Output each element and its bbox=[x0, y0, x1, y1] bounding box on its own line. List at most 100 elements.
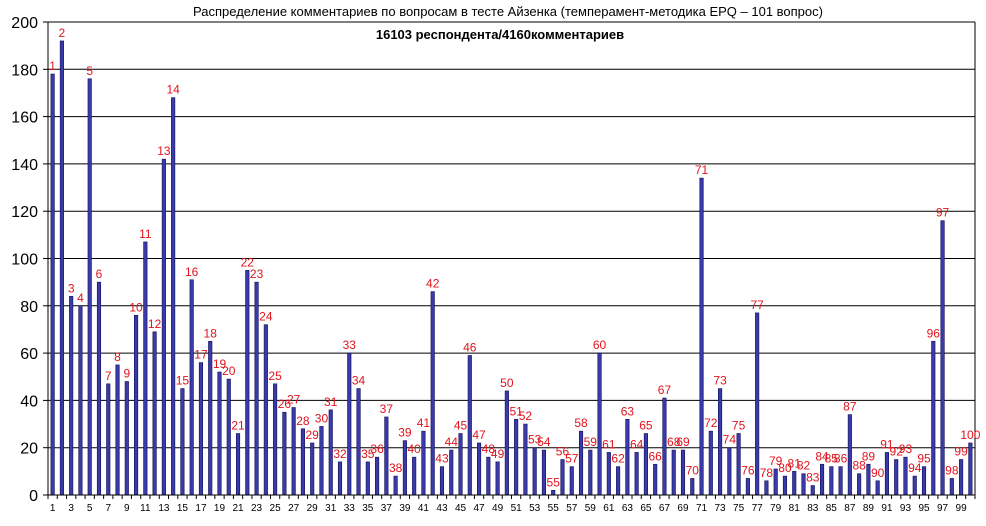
data-label-7: 7 bbox=[105, 369, 112, 383]
bar-95 bbox=[921, 466, 927, 496]
bar-58 bbox=[578, 430, 584, 496]
x-tick-label: 79 bbox=[770, 503, 782, 514]
data-label-45: 45 bbox=[454, 419, 468, 433]
data-label-32: 32 bbox=[333, 447, 347, 461]
x-tick-label: 75 bbox=[733, 503, 745, 514]
bar-83 bbox=[810, 485, 815, 496]
bar-15 bbox=[180, 388, 185, 496]
x-tick-label: 59 bbox=[585, 503, 597, 514]
x-tick-label: 45 bbox=[455, 503, 467, 514]
data-label-86: 86 bbox=[834, 452, 848, 466]
x-tick-label: 53 bbox=[529, 503, 541, 514]
bar-80 bbox=[782, 475, 788, 496]
x-tick-label: 83 bbox=[807, 503, 819, 514]
chart-title: Распределение комментариев по вопросам в… bbox=[193, 4, 823, 19]
data-label-57: 57 bbox=[565, 452, 579, 466]
bar-44 bbox=[449, 449, 454, 496]
bar-79 bbox=[773, 468, 778, 496]
bar-87 bbox=[847, 414, 852, 496]
x-tick-label: 39 bbox=[399, 503, 411, 514]
x-axis: 1 3 5 7 9 11 13 15 17 19 21 23 25 27 29 31 33 35 37 39 41 43 4… bbox=[47, 494, 976, 514]
data-label-39: 39 bbox=[398, 426, 412, 440]
data-label-73: 73 bbox=[713, 374, 727, 388]
data-label-61: 61 bbox=[602, 437, 616, 451]
x-tick-label: 89 bbox=[863, 503, 875, 514]
x-tick-label: 33 bbox=[344, 503, 356, 514]
x-tick-label: 49 bbox=[492, 503, 504, 514]
y-tick-label: 0 bbox=[29, 488, 38, 505]
bar-37 bbox=[384, 416, 389, 496]
x-tick-label: 13 bbox=[158, 503, 170, 514]
bar-23 bbox=[254, 281, 259, 496]
data-label-19: 19 bbox=[213, 357, 227, 371]
x-tick-label: 15 bbox=[177, 503, 189, 514]
bar-39 bbox=[402, 440, 407, 496]
bar-90 bbox=[875, 480, 880, 496]
data-label-79: 79 bbox=[769, 454, 783, 468]
data-label-88: 88 bbox=[852, 459, 866, 473]
data-label-40: 40 bbox=[407, 442, 421, 456]
bar-2 bbox=[59, 40, 64, 496]
data-label-17: 17 bbox=[194, 348, 208, 362]
data-label-71: 71 bbox=[695, 163, 709, 177]
bar-59 bbox=[588, 449, 593, 496]
x-tick-label: 65 bbox=[640, 503, 652, 514]
bar-100 bbox=[968, 442, 973, 496]
bar-30 bbox=[319, 426, 324, 496]
data-label-95: 95 bbox=[917, 452, 931, 466]
data-label-59: 59 bbox=[584, 435, 598, 449]
data-label-34: 34 bbox=[352, 374, 366, 388]
x-tick-label: 27 bbox=[288, 503, 300, 514]
data-label-41: 41 bbox=[417, 416, 431, 430]
bar-29 bbox=[310, 442, 315, 496]
data-label-91: 91 bbox=[880, 437, 894, 451]
data-label-14: 14 bbox=[166, 83, 180, 97]
data-label-31: 31 bbox=[324, 395, 338, 409]
bar-89 bbox=[866, 463, 871, 496]
data-label-49: 49 bbox=[491, 447, 505, 461]
data-label-58: 58 bbox=[574, 416, 588, 430]
bar-36 bbox=[375, 456, 380, 496]
bar-71 bbox=[699, 177, 704, 496]
bar-56 bbox=[560, 459, 565, 496]
data-label-92: 92 bbox=[890, 445, 904, 459]
x-tick-label: 29 bbox=[307, 503, 319, 514]
bar-61 bbox=[606, 452, 611, 496]
bar-76 bbox=[745, 478, 750, 496]
bar-75 bbox=[736, 433, 741, 496]
bar-77 bbox=[755, 312, 760, 496]
bar-65 bbox=[643, 433, 648, 496]
data-label-28: 28 bbox=[296, 414, 310, 428]
x-tick-label: 73 bbox=[715, 503, 727, 514]
data-label-70: 70 bbox=[686, 463, 700, 477]
bar-31 bbox=[328, 409, 333, 496]
bar-70 bbox=[690, 478, 695, 496]
y-tick-label: 80 bbox=[20, 299, 38, 316]
x-tick-label: 43 bbox=[436, 503, 448, 514]
bar-53 bbox=[532, 447, 537, 496]
data-label-24: 24 bbox=[259, 310, 273, 324]
x-tick-label: 47 bbox=[473, 503, 485, 514]
bar-4 bbox=[78, 305, 83, 496]
bar-49 bbox=[495, 461, 500, 496]
bar-34 bbox=[356, 388, 361, 496]
data-label-96: 96 bbox=[927, 326, 941, 340]
bar-54 bbox=[541, 449, 546, 496]
bar-20 bbox=[226, 378, 231, 496]
x-tick-label: 23 bbox=[251, 503, 263, 514]
x-tick-label: 25 bbox=[270, 503, 282, 514]
bar-1 bbox=[50, 73, 55, 496]
bar-69 bbox=[680, 449, 686, 496]
data-label-37: 37 bbox=[380, 402, 394, 416]
data-label-50: 50 bbox=[500, 376, 514, 390]
bar-9 bbox=[124, 381, 129, 496]
bar-60 bbox=[597, 352, 602, 496]
data-label-90: 90 bbox=[871, 466, 885, 480]
data-label-77: 77 bbox=[750, 298, 764, 312]
data-label-81: 81 bbox=[788, 456, 802, 470]
data-label-56: 56 bbox=[556, 445, 570, 459]
x-tick-label: 5 bbox=[87, 503, 93, 514]
bar-14 bbox=[171, 97, 176, 496]
bar-35 bbox=[365, 461, 370, 496]
data-label-15: 15 bbox=[176, 374, 190, 388]
